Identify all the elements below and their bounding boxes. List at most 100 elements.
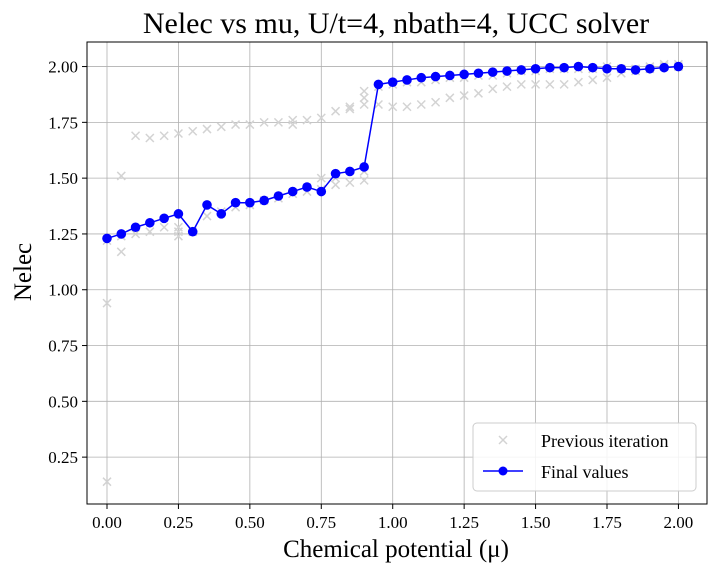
x-tick-label: 1.25	[449, 513, 479, 532]
previous-point	[145, 227, 155, 237]
previous-point	[345, 102, 355, 112]
previous-point	[202, 124, 212, 134]
final-point	[145, 217, 155, 228]
previous-point	[231, 120, 241, 130]
chart-title: Nelec vs mu, U/t=4, nbath=4, UCC solver	[143, 7, 649, 40]
y-tick-label: 2.00	[48, 58, 78, 77]
final-point	[487, 67, 498, 77]
previous-point	[359, 99, 369, 110]
previous-point	[102, 298, 112, 308]
final-point	[259, 195, 269, 206]
previous-point	[316, 173, 326, 183]
legend: Previous iteration Final values	[472, 422, 697, 492]
legend-marker-previous	[498, 435, 508, 445]
previous-point	[588, 75, 598, 85]
y-tick-label: 1.50	[48, 169, 78, 188]
final-point	[659, 62, 669, 73]
previous-point	[531, 79, 541, 89]
previous-point	[116, 247, 126, 257]
previous-point	[131, 131, 141, 141]
x-axis-label: Chemical potential (μ)	[283, 536, 509, 563]
previous-point	[431, 97, 441, 107]
previous-point	[402, 102, 412, 112]
previous-point	[173, 128, 183, 139]
final-point	[630, 65, 641, 75]
x-tick-label: 0.25	[164, 513, 194, 532]
previous-point	[288, 115, 298, 125]
previous-point	[388, 102, 398, 112]
final-point	[402, 75, 412, 85]
final-point	[430, 71, 441, 82]
previous-point	[331, 106, 341, 116]
y-axis-label: Nelec	[10, 243, 37, 301]
previous-point	[159, 222, 169, 232]
final-point	[602, 63, 612, 74]
y-tick-label: 1.25	[48, 225, 78, 244]
final-point	[616, 63, 627, 74]
previous-point	[416, 99, 426, 110]
final-point	[559, 62, 569, 73]
previous-point	[273, 117, 283, 127]
final-point	[316, 186, 327, 197]
previous-point	[359, 175, 369, 185]
final-point	[459, 69, 469, 80]
plot-frame	[86, 41, 708, 505]
final-point	[302, 182, 312, 192]
previous-point	[116, 171, 126, 181]
final-point	[287, 186, 298, 197]
previous-point	[345, 104, 355, 114]
x-tick-label: 0.50	[235, 513, 265, 532]
previous-point	[131, 229, 141, 239]
final-point	[645, 63, 655, 74]
final-point	[173, 209, 184, 219]
grid	[87, 42, 707, 504]
y-tick-label: 0.25	[48, 448, 78, 467]
legend-box	[472, 422, 697, 492]
final-point	[116, 229, 127, 239]
previous-point	[573, 77, 583, 87]
y-tick-label: 0.75	[48, 337, 78, 356]
final-point	[445, 70, 455, 81]
final-point	[516, 65, 527, 75]
final-point	[673, 61, 684, 72]
legend-marker-final	[483, 466, 523, 476]
previous-point	[602, 73, 612, 83]
previous-point	[559, 79, 569, 89]
final-point	[273, 191, 284, 201]
y-tick-label: 1.00	[48, 281, 78, 300]
y-axis-ticks: 0.25 0.50 0.75 1.00 1.25 1.50 1.75 2.00	[48, 58, 87, 467]
final-point	[416, 72, 427, 83]
previous-point	[516, 79, 526, 89]
previous-point	[345, 178, 355, 188]
final-point	[130, 222, 141, 233]
final-point	[230, 197, 241, 208]
final-values-series	[102, 61, 684, 244]
final-point	[587, 62, 598, 73]
previous-point	[545, 79, 555, 89]
final-point	[359, 162, 369, 172]
final-point	[187, 226, 198, 237]
previous-point	[145, 133, 155, 143]
final-point	[502, 66, 512, 76]
previous-point	[459, 91, 469, 101]
x-tick-label: 1.75	[592, 513, 622, 532]
final-point	[573, 61, 584, 72]
previous-point	[302, 115, 312, 125]
final-point	[545, 62, 555, 73]
previous-point	[216, 122, 226, 132]
previous-point	[502, 82, 512, 92]
final-point	[202, 200, 212, 210]
previous-point	[473, 88, 483, 98]
previous-point	[316, 113, 326, 123]
legend-label-final: Final values	[541, 462, 629, 482]
final-point	[345, 166, 355, 177]
x-tick-label: 2.00	[664, 513, 694, 532]
previous-point	[102, 477, 112, 487]
final-point	[102, 233, 112, 244]
previous-point	[159, 131, 169, 141]
previous-point	[331, 180, 341, 190]
final-point	[216, 209, 227, 219]
previous-point	[359, 86, 369, 96]
x-tick-label: 0.75	[306, 513, 336, 532]
x-tick-label: 1.50	[521, 513, 551, 532]
